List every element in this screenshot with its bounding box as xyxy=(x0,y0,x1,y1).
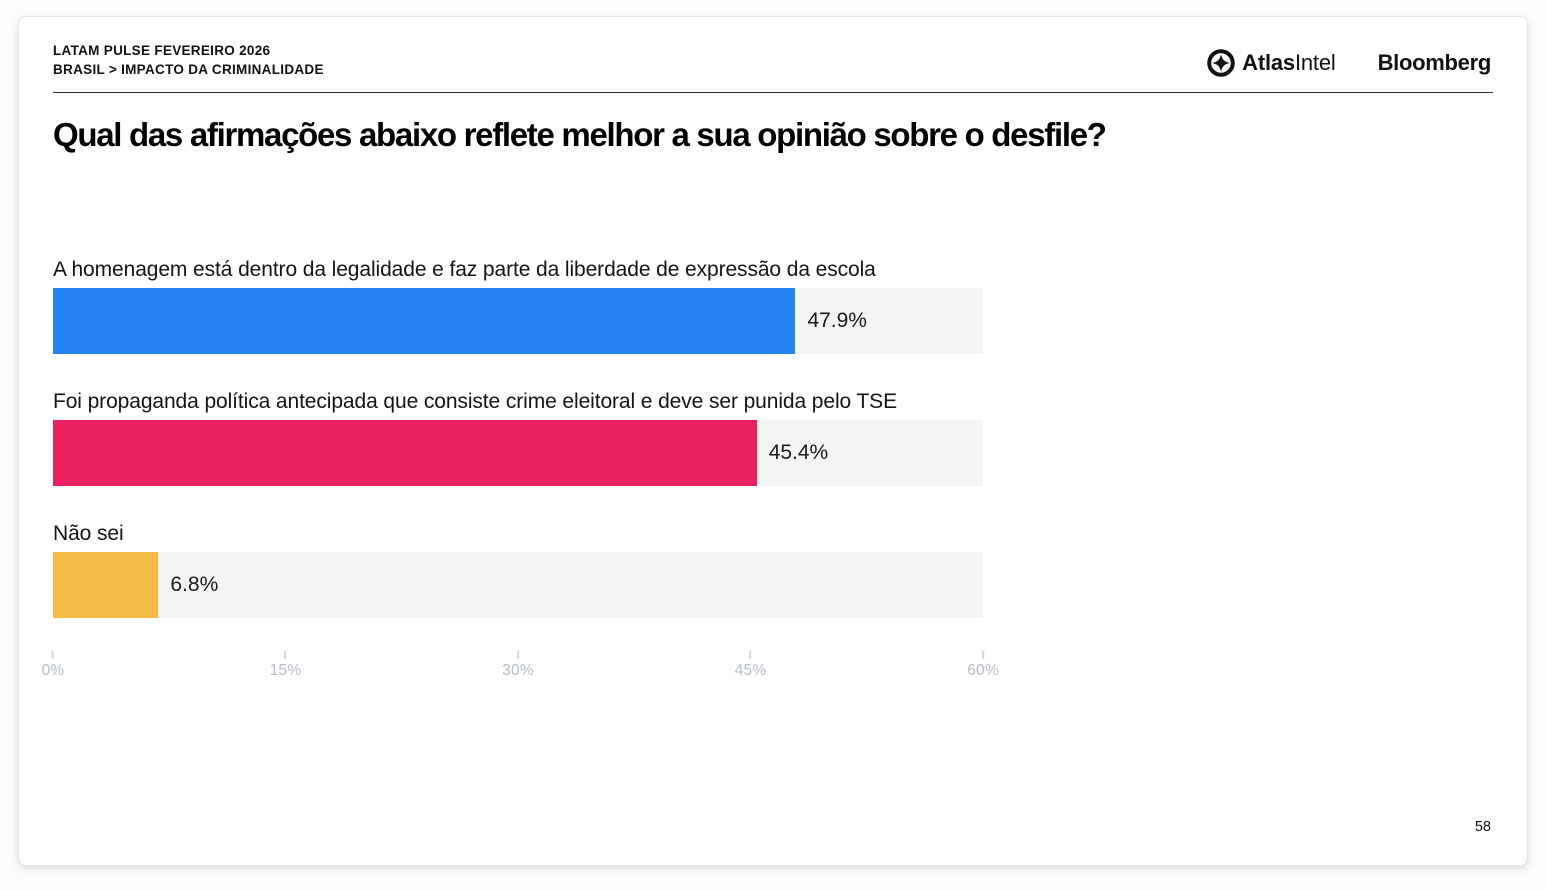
bar-fill xyxy=(53,420,757,486)
chart-row: A homenagem está dentro da legalidade e … xyxy=(53,255,983,354)
x-axis-tick: 0% xyxy=(42,651,65,680)
tick-label: 45% xyxy=(734,662,767,679)
report-breadcrumb: BRASIL > IMPACTO DA CRIMINALIDADE xyxy=(53,62,324,77)
atlasintel-icon xyxy=(1207,49,1235,77)
atlasintel-logo: AtlasIntel xyxy=(1207,49,1336,77)
x-axis-tick: 45% xyxy=(735,651,767,680)
bar-value-label: 47.9% xyxy=(807,309,867,332)
report-meta: LATAM PULSE FEVEREIRO 2026 BRASIL > IMPA… xyxy=(53,41,324,79)
tick-mark xyxy=(52,651,54,659)
tick-label: 0% xyxy=(41,662,65,679)
x-axis-tick: 30% xyxy=(502,651,534,680)
logos: AtlasIntel Bloomberg xyxy=(1207,49,1491,77)
page-title: Qual das afirmações abaixo reflete melho… xyxy=(53,116,1107,153)
x-axis-tick: 60% xyxy=(967,651,999,680)
report-title: LATAM PULSE FEVEREIRO 2026 xyxy=(53,43,271,58)
atlasintel-wordmark-regular: Intel xyxy=(1294,50,1336,75)
tick-label: 30% xyxy=(502,662,534,679)
bar-value-label: 45.4% xyxy=(768,441,829,464)
slide-card: LATAM PULSE FEVEREIRO 2026 BRASIL > IMPA… xyxy=(18,16,1528,866)
atlasintel-wordmark-bold: Atlas xyxy=(1242,50,1295,75)
bar-track: 45.4% xyxy=(53,420,983,486)
tick-mark xyxy=(982,651,984,659)
bar-value-label: 6.8% xyxy=(170,573,219,596)
page-number: 58 xyxy=(1474,819,1491,835)
header-divider xyxy=(53,92,1493,93)
chart-row: Não sei 6.8% xyxy=(53,519,983,618)
bloomberg-logo: Bloomberg xyxy=(1377,50,1492,75)
bar-fill xyxy=(53,552,159,618)
tick-label: 60% xyxy=(967,662,999,679)
bar-chart-rows: A homenagem está dentro da legalidade e … xyxy=(53,255,983,618)
x-axis-tick: 15% xyxy=(270,651,302,680)
bar-label: Foi propaganda política antecipada que c… xyxy=(53,390,897,413)
bar-chart: A homenagem está dentro da legalidade e … xyxy=(42,255,999,685)
atlasintel-wordmark: AtlasIntel xyxy=(1242,50,1336,76)
bar-track: 47.9% xyxy=(53,288,983,354)
bar-track: 6.8% xyxy=(53,552,983,618)
bar-fill xyxy=(53,288,796,354)
x-axis: 0% 15% 30% 45% 60% xyxy=(42,651,999,685)
chart-row: Foi propaganda política antecipada que c… xyxy=(53,387,983,486)
tick-mark xyxy=(517,651,519,659)
bar-label: Não sei xyxy=(53,522,124,545)
tick-label: 15% xyxy=(269,662,302,679)
tick-mark xyxy=(284,651,287,659)
bar-label: A homenagem está dentro da legalidade e … xyxy=(53,258,876,281)
tick-mark xyxy=(749,651,752,659)
header: LATAM PULSE FEVEREIRO 2026 BRASIL > IMPA… xyxy=(53,41,1493,79)
